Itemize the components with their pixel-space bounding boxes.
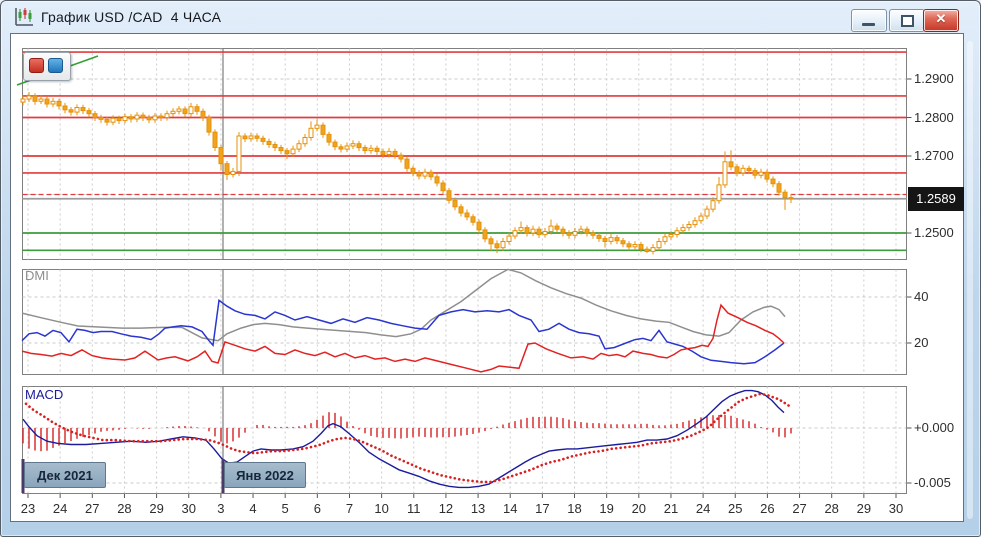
x-axis-label: 17 — [535, 501, 550, 516]
dmi-axis-label: 20 — [914, 335, 929, 350]
x-axis-label: 11 — [407, 501, 421, 516]
month-badge-jan: Янв 2022 — [224, 462, 306, 488]
minimize-button[interactable] — [851, 9, 887, 32]
blue-marker-button[interactable] — [48, 58, 63, 73]
dmi-axis-label: 40 — [914, 289, 929, 304]
x-axis-label: 26 — [760, 501, 775, 516]
titlebar[interactable]: График USD /CAD 4 ЧАСА — [1, 1, 980, 33]
price-axis-label: 1.2900 — [914, 71, 954, 86]
x-axis-label: 18 — [567, 501, 582, 516]
x-axis-label: 12 — [438, 501, 454, 516]
chart-client-area[interactable] — [10, 33, 964, 522]
x-axis-label: 25 — [728, 501, 743, 516]
x-axis-label: 24 — [52, 501, 68, 516]
x-axis-label: 6 — [313, 501, 321, 516]
red-marker-button[interactable] — [29, 58, 44, 73]
x-axis-label: 27 — [85, 501, 100, 516]
x-axis-label: 30 — [181, 501, 196, 516]
x-axis-label: 7 — [345, 501, 354, 516]
price-axis-label: 1.2800 — [914, 109, 954, 125]
x-axis-label: 10 — [374, 501, 389, 516]
window-frame-highlight — [967, 41, 973, 519]
macd-indicator-label: MACD — [25, 387, 64, 402]
close-button[interactable] — [923, 9, 959, 32]
x-axis-label: 24 — [695, 501, 711, 516]
x-axis-label: 21 — [663, 501, 679, 516]
price-axis-label: 1.2700 — [914, 148, 954, 163]
dmi-indicator-label: DMI — [25, 268, 49, 283]
price-axis-label: 1.2500 — [914, 225, 954, 240]
x-axis-label: 3 — [217, 501, 225, 516]
macd-axis-label: -0.005 — [914, 475, 951, 490]
x-axis-label: 27 — [792, 501, 807, 516]
x-axis-label: 29 — [856, 501, 872, 516]
x-axis-label: 28 — [824, 501, 839, 516]
current-price-tag: 1.2589 — [908, 186, 964, 211]
x-axis-label: 20 — [631, 501, 647, 516]
x-axis-label: 23 — [20, 501, 36, 516]
x-axis-label: 30 — [888, 501, 904, 516]
x-axis-label: 4 — [249, 501, 257, 516]
window-title: График USD /CAD 4 ЧАСА — [41, 9, 222, 25]
x-axis-label: 28 — [117, 501, 132, 516]
x-axis-label: 29 — [149, 501, 164, 516]
x-axis-label: 5 — [281, 501, 289, 516]
x-axis-label: 19 — [599, 501, 614, 516]
macd-axis-label: +0.000 — [914, 420, 955, 435]
chart-mini-toolbar — [23, 52, 71, 81]
x-axis-label: 14 — [502, 501, 518, 516]
restore-button[interactable] — [889, 9, 925, 32]
month-badge-dec: Дек 2021 — [24, 462, 106, 488]
x-axis-label: 13 — [470, 501, 486, 516]
chart-icon — [15, 8, 33, 26]
